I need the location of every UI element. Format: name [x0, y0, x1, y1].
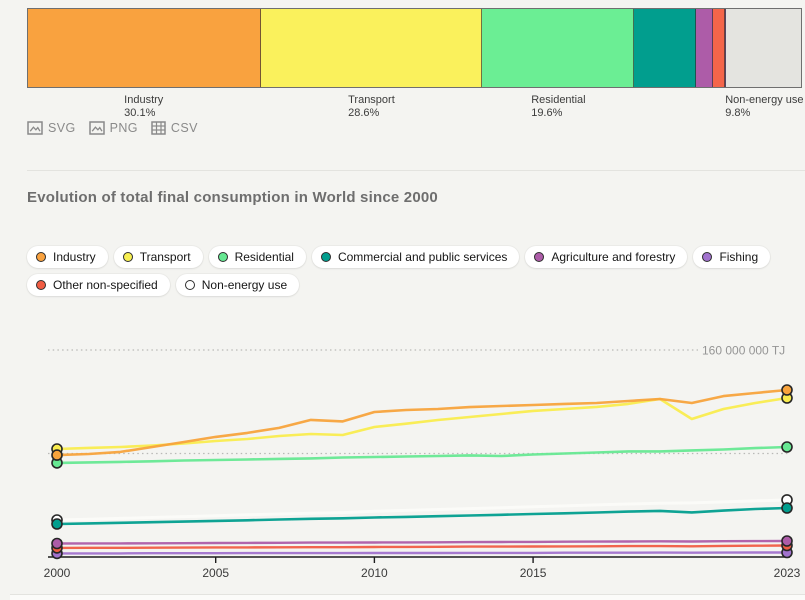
series-marker-commercial-and-public-services-2023[interactable]	[782, 503, 792, 513]
page-bottom-divider	[10, 594, 805, 600]
x-tick-label-2005: 2005	[202, 566, 229, 580]
x-tick-label-2010: 2010	[361, 566, 388, 580]
series-marker-agriculture-and-forestry-2000[interactable]	[52, 539, 62, 549]
series-line-agriculture-and-forestry[interactable]	[57, 541, 787, 544]
energy-consumption-page: Industry30.1%Transport28.6%Residential19…	[0, 0, 805, 600]
series-marker-residential-2023[interactable]	[782, 442, 792, 452]
line-chart: 160 000 000 TJ 2000 2005 2010 2015 2023	[0, 0, 805, 600]
series-line-residential[interactable]	[57, 447, 787, 463]
gridline-label: 160 000 000 TJ	[702, 344, 785, 358]
series-line-fishing[interactable]	[57, 553, 787, 554]
series-marker-industry-2023[interactable]	[782, 385, 792, 395]
x-tick-label-2000: 2000	[44, 566, 71, 580]
series-marker-industry-2000[interactable]	[52, 450, 62, 460]
x-tick-label-2023: 2023	[774, 566, 801, 580]
x-tick-label-2015: 2015	[520, 566, 547, 580]
series-line-transport[interactable]	[57, 398, 787, 449]
series-marker-commercial-and-public-services-2000[interactable]	[52, 519, 62, 529]
series-marker-agriculture-and-forestry-2023[interactable]	[782, 536, 792, 546]
series-line-other-non-specified[interactable]	[57, 546, 787, 548]
